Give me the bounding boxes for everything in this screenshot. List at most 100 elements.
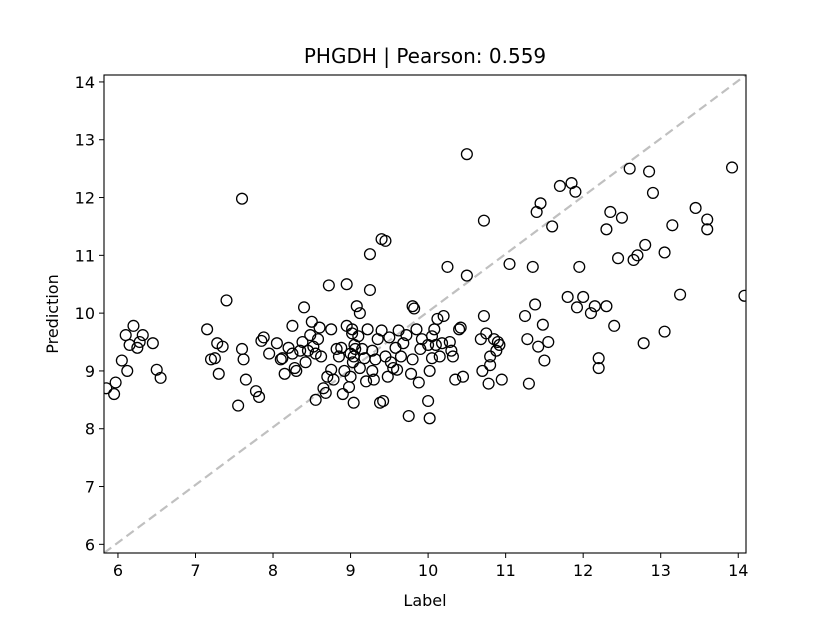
data-point — [445, 344, 458, 357]
x-tick-label: 8 — [268, 561, 278, 580]
data-point — [278, 367, 291, 380]
data-point — [604, 205, 617, 219]
data-point — [108, 388, 121, 401]
data-point — [592, 361, 605, 375]
data-point — [518, 309, 532, 323]
data-point — [569, 185, 582, 198]
data-point — [477, 214, 490, 227]
data-point — [404, 367, 418, 380]
data-point — [322, 279, 335, 292]
data-point — [249, 385, 263, 398]
data-point — [154, 371, 167, 384]
data-point — [286, 319, 299, 332]
data-point — [631, 249, 644, 262]
data-point — [643, 165, 656, 178]
data-point — [561, 290, 574, 303]
data-point — [375, 324, 388, 337]
data-point — [255, 334, 268, 347]
data-point — [232, 399, 245, 412]
data-point — [313, 321, 326, 334]
data-point — [414, 342, 427, 356]
data-point — [379, 234, 392, 247]
data-point — [701, 213, 714, 226]
x-tick-label: 10 — [418, 561, 438, 580]
data-point — [276, 352, 289, 365]
data-point — [363, 248, 376, 261]
data-point — [304, 329, 317, 342]
data-point — [408, 302, 421, 315]
data-point — [532, 340, 545, 353]
data-point — [344, 370, 357, 383]
y-tick-label: 14 — [75, 73, 95, 92]
data-point — [321, 370, 334, 383]
data-point — [425, 352, 439, 365]
x-tick-label: 12 — [573, 561, 593, 580]
data-point — [235, 342, 249, 356]
data-point — [347, 396, 360, 409]
y-tick-label: 13 — [75, 131, 95, 150]
data-point — [449, 373, 462, 386]
data-point — [623, 162, 636, 175]
data-point — [529, 298, 542, 311]
data-point — [666, 219, 679, 232]
data-point — [286, 347, 299, 360]
data-point — [220, 294, 233, 307]
data-point — [503, 257, 516, 271]
data-point — [361, 323, 374, 336]
data-point — [150, 363, 163, 376]
y-tick-label: 11 — [75, 246, 95, 265]
data-point — [353, 361, 366, 375]
data-point — [296, 335, 309, 349]
data-point — [335, 341, 348, 354]
data-point — [546, 220, 559, 233]
data-point — [311, 333, 325, 346]
data-point — [538, 354, 551, 367]
data-point — [237, 353, 250, 366]
data-point — [257, 331, 270, 344]
data-point — [290, 364, 303, 377]
data-point — [490, 344, 503, 357]
data-point — [136, 329, 149, 342]
data-point — [738, 289, 746, 302]
x-axis-label: Label — [403, 591, 446, 610]
data-point — [349, 342, 362, 356]
data-point — [274, 353, 287, 366]
data-point — [363, 283, 376, 297]
data-point — [415, 333, 428, 346]
reference-line — [104, 75, 746, 553]
y-tick-label: 9 — [85, 362, 95, 381]
data-point — [340, 278, 353, 291]
data-point — [109, 376, 122, 389]
data-point — [436, 337, 449, 350]
data-point — [235, 192, 249, 205]
data-point — [146, 337, 159, 350]
x-tick-label: 7 — [190, 561, 200, 580]
data-point — [327, 373, 340, 386]
data-point — [350, 300, 363, 313]
data-point — [608, 319, 621, 332]
data-point — [201, 323, 214, 336]
data-point — [400, 329, 413, 342]
data-point — [725, 161, 739, 174]
data-point — [336, 388, 349, 401]
data-point — [480, 327, 493, 340]
data-point — [577, 290, 590, 303]
data-point — [346, 327, 359, 340]
data-point — [115, 354, 128, 367]
data-point — [534, 197, 547, 210]
data-point — [346, 323, 359, 336]
data-point — [383, 331, 396, 344]
data-point — [353, 307, 366, 320]
data-point — [484, 359, 497, 372]
data-point — [366, 344, 379, 357]
data-point — [406, 300, 419, 313]
data-point — [460, 148, 473, 161]
data-point — [319, 386, 332, 399]
data-point — [410, 323, 423, 336]
data-point — [299, 356, 312, 369]
data-point — [342, 381, 356, 394]
data-point — [431, 312, 444, 325]
data-point — [658, 325, 671, 338]
data-point — [315, 350, 328, 363]
